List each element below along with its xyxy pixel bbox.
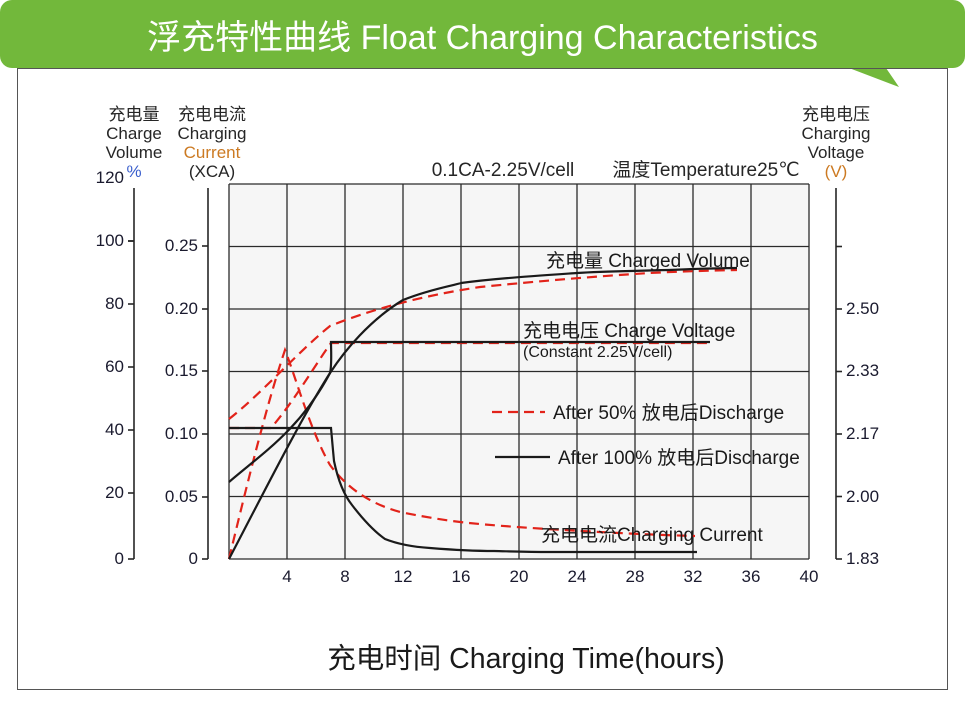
- svg-text:充电电压 Charge Voltage: 充电电压 Charge Voltage: [523, 320, 735, 342]
- svg-text:0.15: 0.15: [165, 361, 198, 380]
- svg-text:20: 20: [105, 483, 124, 502]
- svg-text:Charging: Charging: [178, 124, 247, 143]
- svg-text:120: 120: [96, 168, 124, 187]
- svg-text:2.50: 2.50: [846, 299, 879, 318]
- svg-text:0.1CA-2.25V/cell: 0.1CA-2.25V/cell: [432, 160, 575, 181]
- svg-text:20: 20: [510, 567, 529, 586]
- svg-text:100: 100: [96, 231, 124, 250]
- svg-text:充电量 Charged Volume: 充电量 Charged Volume: [546, 250, 750, 272]
- svg-text:0.10: 0.10: [165, 424, 198, 443]
- svg-text:Current: Current: [184, 143, 241, 162]
- svg-text:Voltage: Voltage: [808, 143, 865, 162]
- svg-text:(XCA): (XCA): [189, 162, 235, 181]
- svg-text:16: 16: [452, 567, 471, 586]
- svg-text:充电电流Charging Current: 充电电流Charging Current: [541, 524, 763, 546]
- svg-text:4: 4: [282, 567, 291, 586]
- svg-text:28: 28: [626, 567, 645, 586]
- svg-text:1.83: 1.83: [846, 549, 879, 568]
- svg-text:2.17: 2.17: [846, 424, 879, 443]
- svg-text:32: 32: [684, 567, 703, 586]
- svg-text:%: %: [126, 162, 141, 181]
- svg-text:40: 40: [800, 567, 819, 586]
- svg-text:After 100% 放电后Discharge: After 100% 放电后Discharge: [558, 447, 800, 469]
- svg-text:温度Temperature25℃: 温度Temperature25℃: [612, 159, 799, 181]
- svg-text:充电时间 Charging Time(hours): 充电时间 Charging Time(hours): [327, 643, 725, 675]
- svg-text:8: 8: [340, 567, 349, 586]
- svg-text:80: 80: [105, 294, 124, 313]
- svg-text:充电量: 充电量: [109, 105, 160, 124]
- svg-text:40: 40: [105, 420, 124, 439]
- svg-text:0: 0: [189, 549, 198, 568]
- svg-text:24: 24: [568, 567, 587, 586]
- svg-text:0: 0: [115, 549, 124, 568]
- svg-text:0.05: 0.05: [165, 487, 198, 506]
- svg-text:After 50% 放电后Discharge: After 50% 放电后Discharge: [553, 402, 784, 424]
- svg-text:(Constant 2.25V/cell): (Constant 2.25V/cell): [523, 344, 672, 361]
- svg-text:Charging: Charging: [802, 124, 871, 143]
- svg-text:0.25: 0.25: [165, 236, 198, 255]
- svg-text:充电电压: 充电电压: [802, 105, 870, 124]
- svg-text:2.00: 2.00: [846, 487, 879, 506]
- svg-text:Volume: Volume: [106, 143, 163, 162]
- svg-text:0.20: 0.20: [165, 299, 198, 318]
- svg-text:充电电流: 充电电流: [178, 105, 246, 124]
- svg-text:Charge: Charge: [106, 124, 162, 143]
- svg-text:2.33: 2.33: [846, 361, 879, 380]
- svg-text:36: 36: [742, 567, 761, 586]
- svg-text:12: 12: [394, 567, 413, 586]
- svg-text:(V): (V): [825, 162, 848, 181]
- svg-text:60: 60: [105, 357, 124, 376]
